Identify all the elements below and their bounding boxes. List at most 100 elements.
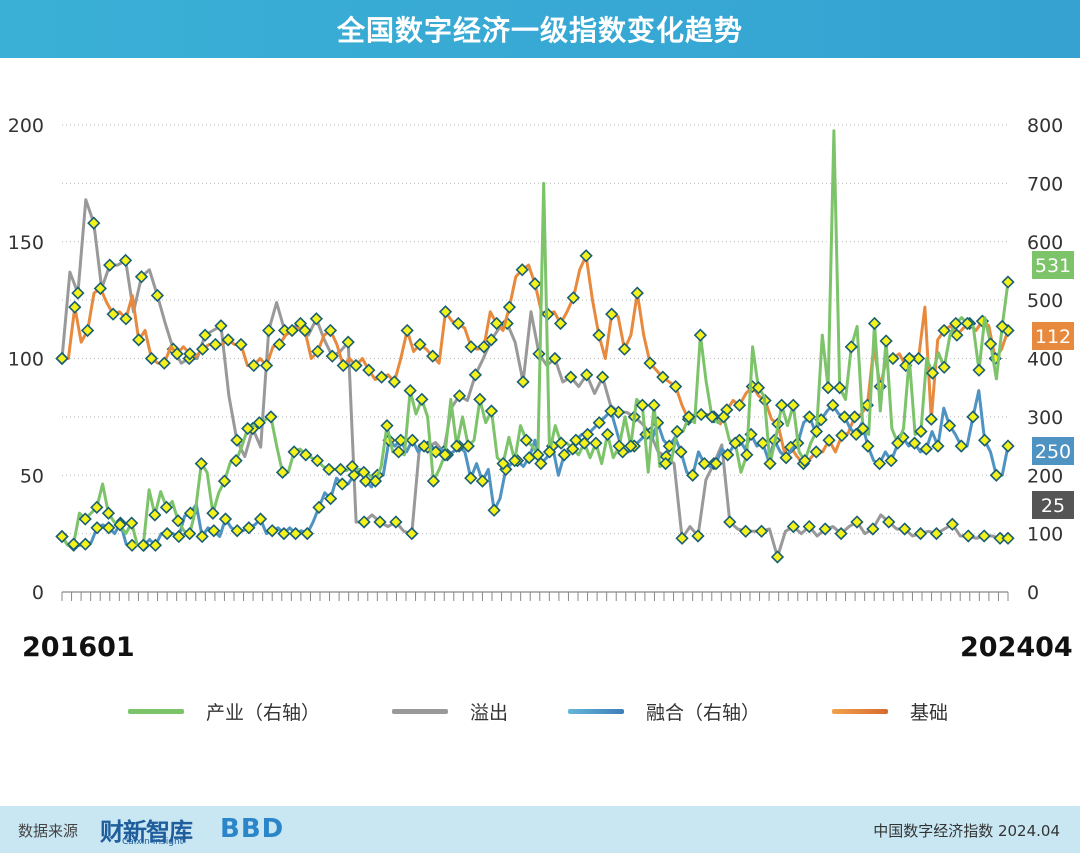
data-point-ronghe [907, 436, 922, 450]
data-point-ronghe [359, 474, 373, 488]
data-point-ronghe [837, 410, 852, 424]
data-point-yichu [580, 368, 594, 382]
data-point-chanye [554, 436, 568, 450]
data-point-ronghe [557, 448, 571, 462]
data-point-yichu [548, 351, 562, 366]
data-point-jichu [847, 410, 862, 424]
data-point-chanye [322, 462, 336, 477]
data-point-chanye [519, 433, 533, 447]
data-point-chanye [113, 518, 127, 532]
chart-title: 全国数字经济一级指数变化趋势 [336, 14, 743, 47]
data-point-jichu [285, 323, 299, 338]
data-point-jichu [170, 347, 184, 361]
data-point-chanye [960, 316, 975, 331]
data-point-yichu [898, 522, 912, 536]
data-point-chanye [566, 442, 580, 456]
x-axis-ticks [61, 592, 1009, 601]
data-point-chanye [136, 538, 150, 552]
data-point-chanye [658, 456, 673, 471]
data-point-jichu [490, 316, 504, 331]
data-point-chanye [496, 456, 510, 471]
data-point-chanye [229, 454, 243, 468]
data-point-ronghe [978, 433, 992, 447]
data-point-chanye [705, 410, 719, 424]
data-point-yichu [357, 515, 371, 529]
data-point-chanye [589, 436, 603, 450]
data-point-yichu [977, 529, 991, 543]
data-point-ronghe [989, 468, 1003, 482]
data-point-chanye [426, 474, 441, 488]
data-point-jichu [477, 340, 491, 354]
data-point-jichu [732, 398, 747, 412]
data-point-yichu [802, 519, 816, 534]
data-point-ronghe [966, 410, 980, 424]
series-line-chanye [60, 129, 1010, 547]
grid-lines [62, 124, 1008, 593]
data-point-chanye [937, 360, 951, 374]
data-point-yichu [786, 519, 800, 534]
data-point-ronghe [756, 436, 770, 450]
right-tick-label: 300 [1027, 407, 1063, 429]
data-point-jichu [55, 351, 69, 366]
data-point-jichu [272, 337, 286, 352]
end-label-bg [1032, 322, 1074, 350]
right-tick-label: 800 [1027, 115, 1063, 137]
data-point-jichu [809, 445, 823, 459]
data-point-ronghe [230, 524, 244, 538]
data-point-ronghe [779, 451, 793, 465]
data-point-ronghe [709, 456, 723, 471]
end-label-bg [1032, 491, 1074, 519]
data-point-chanye [450, 439, 464, 453]
data-point-yichu [595, 370, 610, 384]
data-point-jichu [911, 351, 926, 366]
data-point-yichu [882, 515, 896, 529]
left-tick-label: 50 [20, 465, 44, 487]
data-point-chanye [264, 410, 278, 424]
data-point-chanye [763, 456, 777, 471]
data-point-jichu [247, 358, 261, 373]
data-point-chanye [473, 392, 487, 406]
data-point-chanye [90, 500, 104, 514]
data-point-ronghe [300, 526, 314, 541]
data-point-chanye [786, 398, 800, 412]
data-point-ronghe [697, 456, 711, 471]
data-point-jichu [80, 323, 95, 338]
data-point-jichu [438, 305, 453, 319]
data-point-ronghe [347, 468, 361, 482]
data-point-chanye [856, 421, 870, 436]
data-point-jichu [298, 323, 312, 338]
legend-label-chanye: 产业（右轴） [206, 702, 321, 724]
data-point-yichu [818, 522, 832, 536]
data-point-chanye [461, 439, 475, 453]
data-point-yichu [373, 515, 387, 529]
data-source-label: 数据来源 [18, 822, 79, 840]
data-point-chanye [55, 529, 69, 544]
right-tick-label: 0 [1027, 582, 1039, 604]
data-point-yichu [913, 526, 928, 541]
legend-item-ronghe: 融合（右轴） [568, 698, 760, 725]
data-point-ronghe [919, 442, 933, 456]
data-point-yichu [468, 368, 483, 382]
data-point-chanye [159, 500, 174, 514]
data-point-jichu [643, 356, 657, 370]
end-label-bg [1032, 251, 1074, 279]
data-point-yichu [198, 328, 212, 342]
data-point-jichu [387, 375, 402, 389]
caixin-logo-sub: Caixin Insight [122, 837, 184, 847]
data-point-yichu [262, 323, 276, 338]
legend-label-ronghe: 融合（右轴） [646, 702, 761, 724]
series-yichu [55, 198, 1015, 564]
legend-item-jichu: 基础 [832, 698, 948, 725]
data-point-ronghe [954, 439, 968, 453]
data-point-chanye [867, 316, 882, 331]
data-point-chanye [345, 459, 359, 474]
series-layer [55, 129, 1015, 564]
data-point-chanye [333, 462, 348, 477]
data-point-ronghe [942, 418, 957, 433]
data-point-chanye [310, 454, 324, 468]
data-point-chanye [925, 366, 940, 380]
data-point-yichu [87, 216, 101, 230]
data-point-yichu [929, 526, 944, 541]
data-point-ronghe [826, 398, 840, 412]
legend-item-chanye: 产业（右轴） [128, 698, 320, 725]
